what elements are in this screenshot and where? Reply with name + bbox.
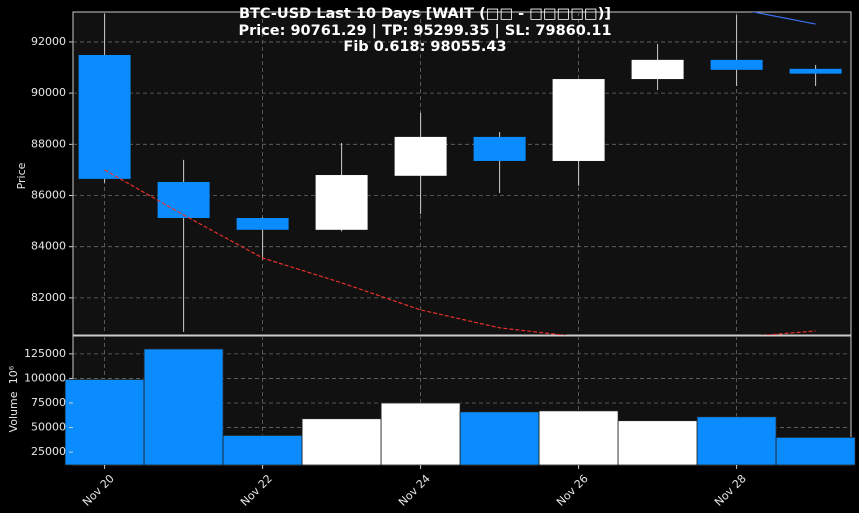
- x-tick-label: Nov 26: [554, 472, 591, 509]
- volume-bar: [301, 418, 382, 466]
- y-tick-label: 100000: [24, 371, 66, 384]
- x-tick-label: Nov 22: [238, 472, 275, 509]
- candle-body: [157, 181, 210, 219]
- x-tick-label: Nov 24: [396, 472, 433, 509]
- x-tick-label: Nov 20: [80, 472, 117, 509]
- y-axis-label: Volume: [7, 391, 20, 432]
- volume-bar: [64, 379, 145, 466]
- candle-body: [394, 136, 447, 176]
- price-plot: [73, 12, 851, 335]
- candle-body: [315, 175, 368, 230]
- candle-body: [631, 59, 684, 80]
- chart-subtitle: Price: 90761.29 | TP: 95299.35 | SL: 798…: [238, 23, 611, 39]
- volume-bar: [538, 410, 619, 466]
- y-tick-label: 90000: [31, 86, 66, 99]
- volume-bar: [696, 416, 777, 466]
- chart-title: BTC-USD Last 10 Days [WAIT (□□ - □□□□□)]: [239, 6, 611, 22]
- y-tick-label: 86000: [31, 189, 66, 202]
- y-tick-label: 25000: [31, 445, 66, 458]
- candle-body: [473, 136, 526, 161]
- indicator-line: [104, 169, 816, 335]
- volume-bar: [775, 436, 856, 466]
- y-tick-label: 50000: [31, 421, 66, 434]
- candle-body: [710, 59, 763, 70]
- volume-bar: [617, 420, 698, 466]
- volume-plot: [64, 336, 856, 466]
- candle-body: [789, 68, 842, 74]
- candle-body: [236, 218, 289, 230]
- indicator-line: [750, 12, 816, 25]
- y-tick-label: 88000: [31, 137, 66, 150]
- y-axis-label: Price: [15, 162, 28, 189]
- y-tick-label: 84000: [31, 240, 66, 253]
- volume-bar: [459, 411, 540, 466]
- scale-label: 10⁶: [7, 365, 20, 384]
- candle-body: [78, 54, 131, 179]
- y-tick-label: 75000: [31, 396, 66, 409]
- volume-bar: [222, 435, 303, 466]
- chart-subtitle: Fib 0.618: 98055.43: [343, 39, 506, 55]
- y-tick-label: 82000: [31, 291, 66, 304]
- volume-bar: [380, 402, 461, 466]
- volume-bar: [143, 348, 224, 466]
- candle-body: [552, 79, 605, 161]
- x-tick-label: Nov 28: [712, 472, 749, 509]
- y-tick-label: 125000: [24, 347, 66, 360]
- y-tick-label: 92000: [31, 35, 66, 48]
